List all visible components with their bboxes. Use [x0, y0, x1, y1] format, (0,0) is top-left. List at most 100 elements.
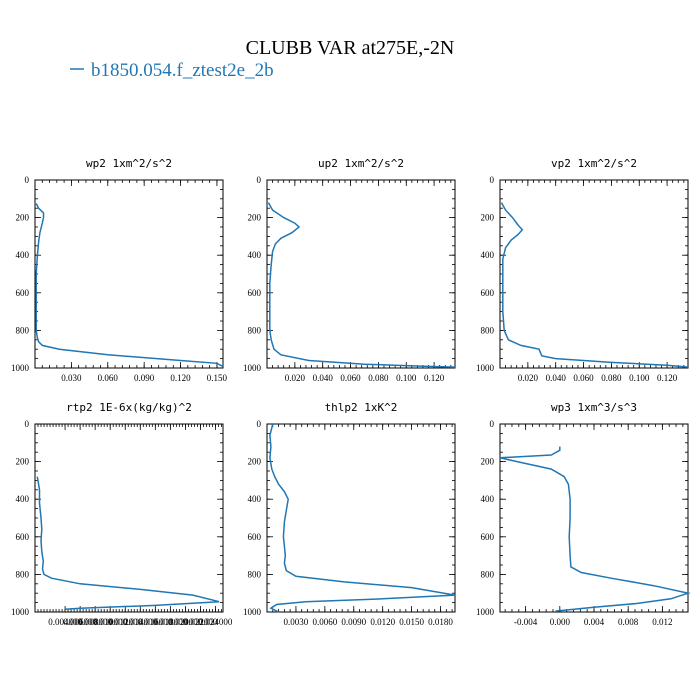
x-tick-label: 0.040 [313, 373, 334, 383]
x-tick-label: 0.0180 [428, 617, 453, 627]
y-tick-label: 200 [248, 457, 262, 467]
x-tick-label: 0.040 [546, 373, 567, 383]
plot-frame [34, 423, 224, 613]
panel-rtp2: rtp2 1E-6x(kg/kg)^2 0 200 400 600 800 1000 0.00… [11, 401, 233, 627]
y-tick-label: 0 [25, 419, 30, 429]
y-tick-label: 600 [481, 288, 495, 298]
series-line-0 [36, 476, 220, 610]
x-tick-label: 0.100 [629, 373, 650, 383]
panel-thlp2: thlp2 1xK^2 0 200 400 600 800 1000 0.0030 0.0060… [243, 401, 456, 627]
series-line-0 [269, 423, 456, 613]
y-tick-label: 800 [16, 569, 30, 579]
x-tick-label: 0.008 [618, 617, 639, 627]
y-tick-label: 600 [16, 288, 30, 298]
x-tick-label: 0.004000 [48, 617, 82, 627]
x-tick-label: 0.0090 [341, 617, 366, 627]
x-tick-label: 0.090 [134, 373, 155, 383]
panel-up2: up2 1xm^2/s^2 0 200 400 600 800 1000 0.020 0.040… [243, 157, 456, 383]
plot-frame [266, 179, 456, 369]
x-tick-label: 0.0150 [399, 617, 424, 627]
panel-wp2: wp2 1xm^2/s^2 0 200 400 600 800 1000 0.030 0.060… [11, 157, 228, 383]
x-tick-label: 0.100 [396, 373, 417, 383]
panel-title: wp3 1xm^3/s^3 [551, 401, 637, 414]
y-tick-label: 1000 [11, 607, 30, 617]
x-tick-label: 0.000 [550, 617, 571, 627]
main-title: CLUBB VAR at275E,-2N [246, 37, 455, 59]
legend: b1850.054.f_ztest2e_2b [70, 60, 274, 81]
x-tick-label: 0.030 [61, 373, 82, 383]
y-tick-label: 400 [248, 250, 262, 260]
y-tick-label: 0 [257, 419, 262, 429]
series-line-0 [500, 202, 689, 368]
y-tick-label: 800 [481, 569, 495, 579]
y-tick-label: 200 [16, 213, 30, 223]
x-tick-label: 0.006000 [63, 617, 97, 627]
x-tick-label: 0.018000 [153, 617, 187, 627]
y-tick-label: 800 [248, 325, 262, 335]
y-tick-label: 200 [248, 213, 262, 223]
series-line-0 [499, 446, 691, 612]
y-tick-label: 0 [257, 175, 262, 185]
panel-title: vp2 1xm^2/s^2 [551, 157, 637, 170]
x-tick-label: 0.060 [340, 373, 361, 383]
y-tick-label: 600 [481, 532, 495, 542]
y-tick-label: 600 [248, 288, 262, 298]
y-tick-label: 600 [16, 532, 30, 542]
x-tick-label: 0.080 [368, 373, 389, 383]
x-tick-label: 0.022000 [184, 617, 218, 627]
x-tick-label: 0.004 [584, 617, 605, 627]
x-tick-label: 0.020 [518, 373, 539, 383]
x-tick-label: 0.0030 [284, 617, 309, 627]
x-tick-label: 0.012000 [108, 617, 142, 627]
x-tick-label: 0.060 [98, 373, 119, 383]
y-tick-label: 800 [481, 325, 495, 335]
y-tick-label: 0 [490, 175, 495, 185]
x-tick-label: 0.024000 [199, 617, 233, 627]
plot-frame [34, 179, 224, 369]
x-tick-label: 0.120 [424, 373, 445, 383]
x-tick-label: 0.120 [170, 373, 191, 383]
y-tick-label: 200 [16, 457, 30, 467]
x-tick-label: 0.008000 [78, 617, 112, 627]
series-line-0 [267, 202, 456, 368]
y-tick-label: 600 [248, 532, 262, 542]
x-tick-label: 0.012 [652, 617, 672, 627]
y-tick-label: 1000 [11, 363, 30, 373]
x-tick-label: 0.016000 [138, 617, 172, 627]
x-tick-label: 0.014000 [123, 617, 157, 627]
x-tick-label: 0.0120 [370, 617, 395, 627]
panel-title: up2 1xm^2/s^2 [318, 157, 404, 170]
x-tick-label: 0.120 [657, 373, 678, 383]
y-tick-label: 400 [248, 494, 262, 504]
y-tick-label: 0 [490, 419, 495, 429]
x-tick-label: 0.010000 [93, 617, 127, 627]
legend-label: b1850.054.f_ztest2e_2b [91, 60, 274, 81]
y-tick-label: 400 [16, 250, 30, 260]
y-tick-label: 800 [248, 569, 262, 579]
y-tick-label: 1000 [476, 363, 495, 373]
panel-title: rtp2 1E-6x(kg/kg)^2 [66, 401, 192, 414]
y-tick-label: 200 [481, 457, 495, 467]
x-tick-label: 0.060 [573, 373, 594, 383]
x-tick-label: 0.020000 [169, 617, 203, 627]
panel-title: wp2 1xm^2/s^2 [86, 157, 172, 170]
y-tick-label: 1000 [243, 607, 262, 617]
plot-frame [499, 423, 689, 613]
y-tick-label: 400 [481, 494, 495, 504]
y-tick-label: 1000 [243, 363, 262, 373]
series-line-0 [35, 203, 224, 368]
panel-title: thlp2 1xK^2 [325, 401, 398, 414]
x-tick-label: 0.020 [285, 373, 306, 383]
y-tick-label: 0 [25, 175, 30, 185]
x-tick-label: 0.150 [207, 373, 228, 383]
x-tick-label: 0.080 [601, 373, 622, 383]
plot-frame [499, 179, 689, 369]
y-tick-label: 1000 [476, 607, 495, 617]
y-tick-label: 200 [481, 213, 495, 223]
x-tick-label: 0.0060 [312, 617, 337, 627]
x-tick-label: -0.004 [514, 617, 538, 627]
y-tick-label: 400 [16, 494, 30, 504]
panels-group: wp2 1xm^2/s^2 0 200 400 600 800 1000 0.030 0.060… [11, 157, 691, 627]
panel-vp2: vp2 1xm^2/s^2 0 200 400 600 800 1000 0.020 0.040… [476, 157, 689, 383]
